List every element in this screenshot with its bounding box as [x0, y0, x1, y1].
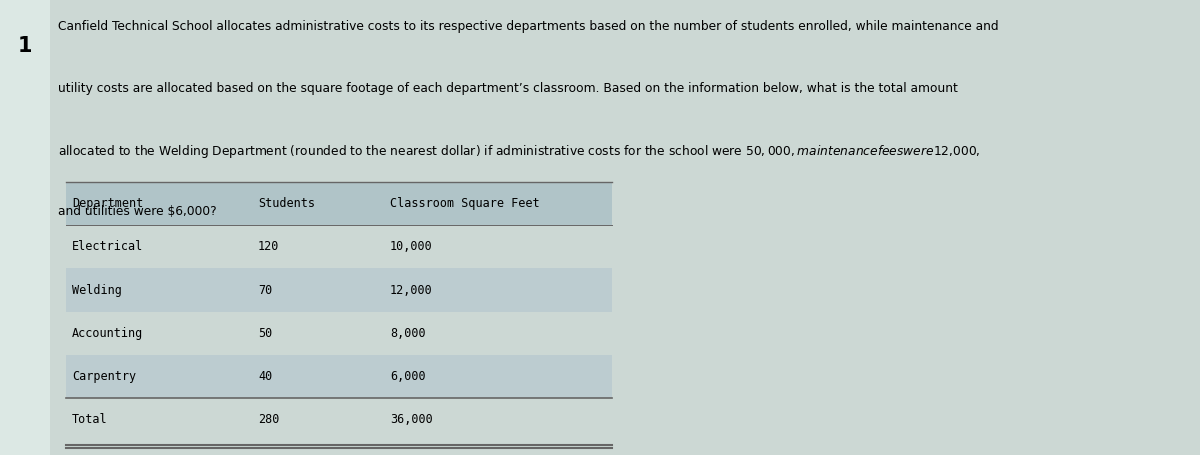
Text: 50: 50 — [258, 327, 272, 340]
Text: and utilities were $6,000?: and utilities were $6,000? — [58, 205, 216, 218]
Text: 1: 1 — [18, 36, 32, 56]
Text: Welding: Welding — [72, 283, 122, 297]
Text: 36,000: 36,000 — [390, 413, 433, 426]
Text: Total: Total — [72, 413, 108, 426]
Text: Classroom Square Feet: Classroom Square Feet — [390, 197, 540, 210]
Text: 8,000: 8,000 — [390, 327, 426, 340]
Text: Students: Students — [258, 197, 314, 210]
Text: 6,000: 6,000 — [390, 370, 426, 383]
Text: utility costs are allocated based on the square footage of each department’s cla: utility costs are allocated based on the… — [58, 82, 958, 95]
Text: Canfield Technical School allocates administrative costs to its respective depar: Canfield Technical School allocates admi… — [58, 20, 998, 34]
Text: 280: 280 — [258, 413, 280, 426]
Text: 70: 70 — [258, 283, 272, 297]
Text: 40: 40 — [258, 370, 272, 383]
Text: Department: Department — [72, 197, 143, 210]
Text: Electrical: Electrical — [72, 240, 143, 253]
Text: Carpentry: Carpentry — [72, 370, 136, 383]
Text: 10,000: 10,000 — [390, 240, 433, 253]
Text: Accounting: Accounting — [72, 327, 143, 340]
Text: 12,000: 12,000 — [390, 283, 433, 297]
Text: 120: 120 — [258, 240, 280, 253]
Text: allocated to the Welding Department (rounded to the nearest dollar) if administr: allocated to the Welding Department (rou… — [58, 143, 980, 160]
